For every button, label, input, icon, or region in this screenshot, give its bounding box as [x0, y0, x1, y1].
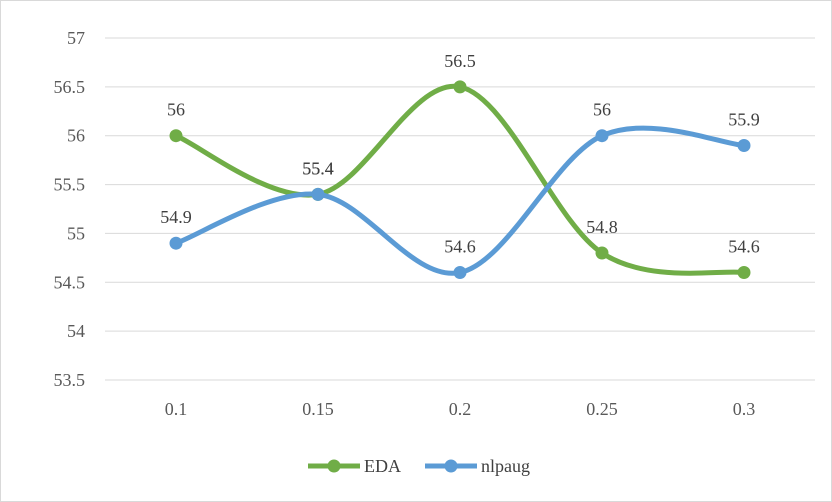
- legend-swatch-marker: [444, 459, 458, 473]
- y-tick-label: 54: [67, 321, 85, 341]
- x-tick-label: 0.1: [165, 399, 188, 419]
- data-point-eda: [595, 246, 609, 260]
- data-point-nlpaug: [169, 236, 183, 250]
- data-point-nlpaug: [595, 129, 609, 143]
- y-tick-label: 56: [67, 126, 85, 146]
- data-point-nlpaug: [453, 266, 467, 280]
- data-label-nlpaug: 55.4: [302, 158, 334, 178]
- x-tick-label: 0.2: [449, 399, 472, 419]
- data-label-nlpaug: 54.9: [160, 207, 192, 227]
- y-tick-label: 57: [67, 28, 85, 48]
- x-tick-label: 0.25: [586, 399, 618, 419]
- data-label-nlpaug: 54.6: [444, 237, 476, 257]
- legend-swatch-marker: [327, 459, 341, 473]
- legend-label: EDA: [364, 456, 401, 476]
- y-tick-label: 55: [67, 223, 85, 243]
- legend-label: nlpaug: [481, 456, 530, 476]
- legend-item-eda: EDA: [308, 456, 401, 476]
- data-point-eda: [169, 129, 183, 143]
- data-label-eda: 56.5: [444, 51, 476, 71]
- data-label-eda: 56: [167, 100, 185, 120]
- x-tick-label: 0.15: [302, 399, 334, 419]
- data-point-eda: [453, 80, 467, 94]
- x-tick-label: 0.3: [733, 399, 756, 419]
- y-tick-label: 53.5: [54, 370, 86, 390]
- data-label-nlpaug: 56: [593, 100, 611, 120]
- y-tick-label: 55.5: [54, 175, 86, 195]
- y-tick-label: 56.5: [54, 77, 86, 97]
- legend-item-nlpaug: nlpaug: [425, 456, 530, 476]
- data-label-eda: 54.8: [586, 217, 618, 237]
- data-point-eda: [737, 266, 751, 280]
- data-label-eda: 55.4: [302, 158, 334, 178]
- data-label-nlpaug: 55.9: [728, 109, 760, 129]
- y-tick-label: 54.5: [54, 272, 86, 292]
- data-label-eda: 54.6: [728, 237, 760, 257]
- data-point-nlpaug: [737, 138, 751, 152]
- data-point-nlpaug: [311, 187, 325, 201]
